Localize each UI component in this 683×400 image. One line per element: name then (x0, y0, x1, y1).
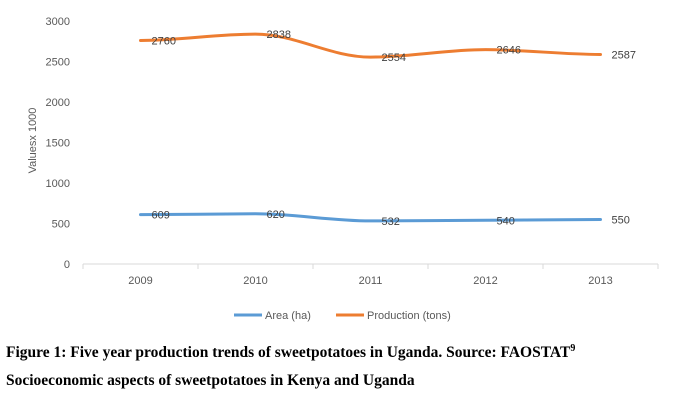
data-label: 2760 (152, 35, 176, 47)
chart-svg: 0 500 1000 1500 2000 2500 3000 2009 2010 2011 2012… (27, 16, 659, 322)
data-label: 609 (152, 210, 170, 222)
legend-label: Area (ha) (265, 310, 311, 322)
y-tick-label: 1500 (46, 138, 70, 150)
x-tick-label: 2010 (243, 275, 267, 287)
y-tick-label: 2500 (46, 57, 70, 69)
caption-superscript: 9 (570, 342, 576, 354)
x-tick-label: 2013 (588, 275, 612, 287)
series-line (139, 212, 602, 223)
caption-subtitle: Socioeconomic aspects of sweetpotatoes i… (6, 372, 415, 389)
y-tick-label: 2000 (46, 97, 70, 109)
y-tick-label: 1000 (46, 178, 70, 190)
x-tick-label: 2011 (359, 275, 383, 287)
data-label: 2646 (497, 45, 521, 57)
figure-caption: Figure 1: Five year production trends of… (6, 342, 576, 362)
y-tick-label: 0 (64, 259, 70, 271)
data-label: 2587 (612, 49, 636, 61)
data-label: 620 (267, 209, 285, 221)
data-label: 2554 (382, 52, 406, 64)
figure-caption-text: Figure 1: Five year production trends of… (6, 344, 571, 361)
y-axis-title: Valuesx 1000 (27, 108, 39, 174)
series-line (139, 32, 602, 59)
x-tick-label: 2012 (473, 275, 497, 287)
data-label: 550 (612, 214, 630, 226)
line-chart: 0 500 1000 1500 2000 2500 3000 2009 2010 2011 2012… (27, 16, 659, 322)
data-label: 540 (497, 215, 515, 227)
x-tick-label: 2009 (128, 275, 152, 287)
legend-label: Production (tons) (367, 310, 451, 322)
y-tick-label: 3000 (46, 16, 70, 28)
y-tick-label: 500 (52, 219, 70, 231)
data-label: 532 (382, 216, 400, 228)
data-label: 2838 (267, 29, 291, 41)
